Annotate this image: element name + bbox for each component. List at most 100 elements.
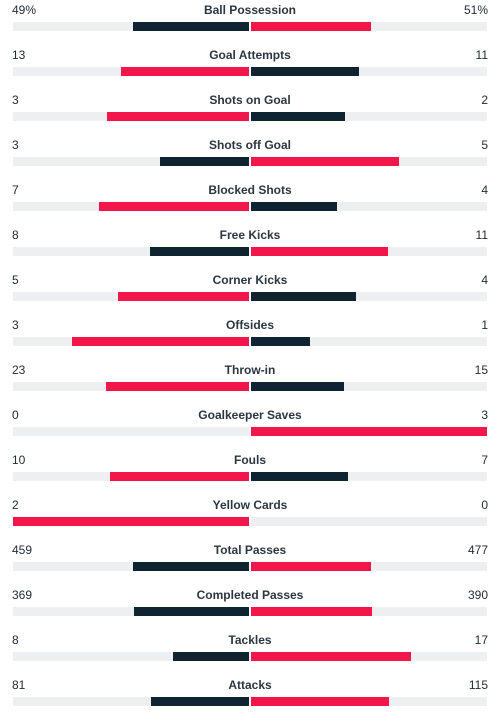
- stat-name: Blocked Shots: [208, 183, 292, 197]
- stat-label-line: Corner Kicks 5 4: [12, 272, 488, 288]
- stat-name: Fouls: [234, 453, 266, 467]
- home-bar-fill: [106, 382, 249, 391]
- home-bar-fill: [133, 562, 249, 571]
- stat-row: Shots on Goal 3 2: [0, 92, 500, 137]
- stat-name: Throw-in: [224, 363, 276, 377]
- home-value: 3: [12, 138, 19, 152]
- away-value: 7: [481, 453, 488, 467]
- away-bar-track: [251, 292, 487, 301]
- away-bar-track: [251, 517, 487, 526]
- away-value: 4: [481, 273, 488, 287]
- away-bar-track: [251, 697, 487, 706]
- away-value: 0: [481, 498, 488, 512]
- stat-row: Tackles 8 17: [0, 632, 500, 677]
- home-bar-track: [13, 517, 249, 526]
- home-bar-fill: [118, 292, 249, 301]
- home-value: 2: [12, 498, 19, 512]
- home-value: 13: [12, 48, 26, 62]
- stat-name: Attacks: [228, 678, 272, 692]
- stat-name: Free Kicks: [219, 228, 281, 242]
- home-value: 8: [12, 633, 19, 647]
- home-bar-track: [13, 607, 249, 616]
- away-bar-track: [251, 67, 487, 76]
- away-bar-fill: [251, 112, 345, 121]
- home-bar-fill: [173, 652, 249, 661]
- home-value: 81: [12, 678, 26, 692]
- home-bar-fill: [110, 472, 249, 481]
- away-bar-fill: [251, 562, 371, 571]
- home-bar-fill: [150, 247, 249, 256]
- stat-row: Offsides 3 1: [0, 317, 500, 362]
- home-bar-fill: [160, 157, 249, 166]
- home-bar-track: [13, 472, 249, 481]
- away-value: 115: [468, 678, 488, 692]
- stat-name: Completed Passes: [196, 588, 304, 602]
- stat-row: Ball Possession 49% 51%: [0, 2, 500, 47]
- away-value: 1: [481, 318, 488, 332]
- stat-label-line: Goalkeeper Saves 0 3: [12, 407, 488, 423]
- stat-label-line: Tackles 8 17: [12, 632, 488, 648]
- home-bar-fill: [151, 697, 249, 706]
- away-bar-fill: [251, 472, 348, 481]
- stat-row: Corner Kicks 5 4: [0, 272, 500, 317]
- away-value: 51%: [463, 3, 488, 17]
- stat-label-line: Free Kicks 8 11: [12, 227, 488, 243]
- stat-label-line: Total Passes 459 477: [12, 542, 488, 558]
- stat-label-line: Goal Attempts 13 11: [12, 47, 488, 63]
- away-bar-fill: [251, 292, 356, 301]
- away-value: 11: [475, 48, 488, 62]
- stat-row: Goalkeeper Saves 0 3: [0, 407, 500, 452]
- stat-label-line: Attacks 81 115: [12, 677, 488, 693]
- stat-label-line: Yellow Cards 2 0: [12, 497, 488, 513]
- away-bar-track: [251, 562, 487, 571]
- away-value: 390: [467, 588, 488, 602]
- home-value: 7: [12, 183, 19, 197]
- home-value: 369: [12, 588, 33, 602]
- home-bar-track: [13, 247, 249, 256]
- home-value: 5: [12, 273, 19, 287]
- away-bar-fill: [251, 652, 411, 661]
- home-bar-track: [13, 337, 249, 346]
- home-value: 3: [12, 318, 19, 332]
- away-bar-track: [251, 22, 487, 31]
- stat-row: Goal Attempts 13 11: [0, 47, 500, 92]
- home-bar-track: [13, 292, 249, 301]
- stat-row: Free Kicks 8 11: [0, 227, 500, 272]
- stat-row: Completed Passes 369 390: [0, 587, 500, 632]
- home-bar-fill: [133, 22, 249, 31]
- stat-row: Blocked Shots 7 4: [0, 182, 500, 227]
- home-bar-track: [13, 382, 249, 391]
- home-value: 459: [12, 543, 33, 557]
- stat-label-line: Fouls 10 7: [12, 452, 488, 468]
- home-bar-track: [13, 652, 249, 661]
- away-bar-fill: [251, 22, 371, 31]
- away-bar-track: [251, 382, 487, 391]
- stat-name: Offsides: [225, 318, 274, 332]
- away-value: 2: [481, 93, 488, 107]
- home-bar-fill: [99, 202, 249, 211]
- stat-name: Yellow Cards: [212, 498, 288, 512]
- away-bar-track: [251, 427, 487, 436]
- away-value: 4: [481, 183, 488, 197]
- home-value: 10: [12, 453, 26, 467]
- away-bar-fill: [251, 337, 310, 346]
- away-bar-track: [251, 472, 487, 481]
- away-value: 17: [474, 633, 488, 647]
- stat-name: Tackles: [228, 633, 272, 647]
- stat-row: Throw-in 23 15: [0, 362, 500, 407]
- home-bar-track: [13, 112, 249, 121]
- stat-label-line: Shots on Goal 3 2: [12, 92, 488, 108]
- home-bar-fill: [134, 607, 249, 616]
- away-bar-fill: [251, 157, 399, 166]
- home-bar-track: [13, 22, 249, 31]
- home-bar-fill: [72, 337, 249, 346]
- stat-row: Yellow Cards 2 0: [0, 497, 500, 542]
- stat-name: Goalkeeper Saves: [198, 408, 302, 422]
- home-value: 23: [12, 363, 26, 377]
- home-bar-track: [13, 202, 249, 211]
- match-statistics: Ball Possession 49% 51% Goal Attempts 13 11 Sh…: [0, 2, 500, 706]
- away-bar-track: [251, 112, 487, 121]
- stat-name: Total Passes: [213, 543, 287, 557]
- stat-label-line: Completed Passes 369 390: [12, 587, 488, 603]
- home-bar-fill: [13, 517, 249, 526]
